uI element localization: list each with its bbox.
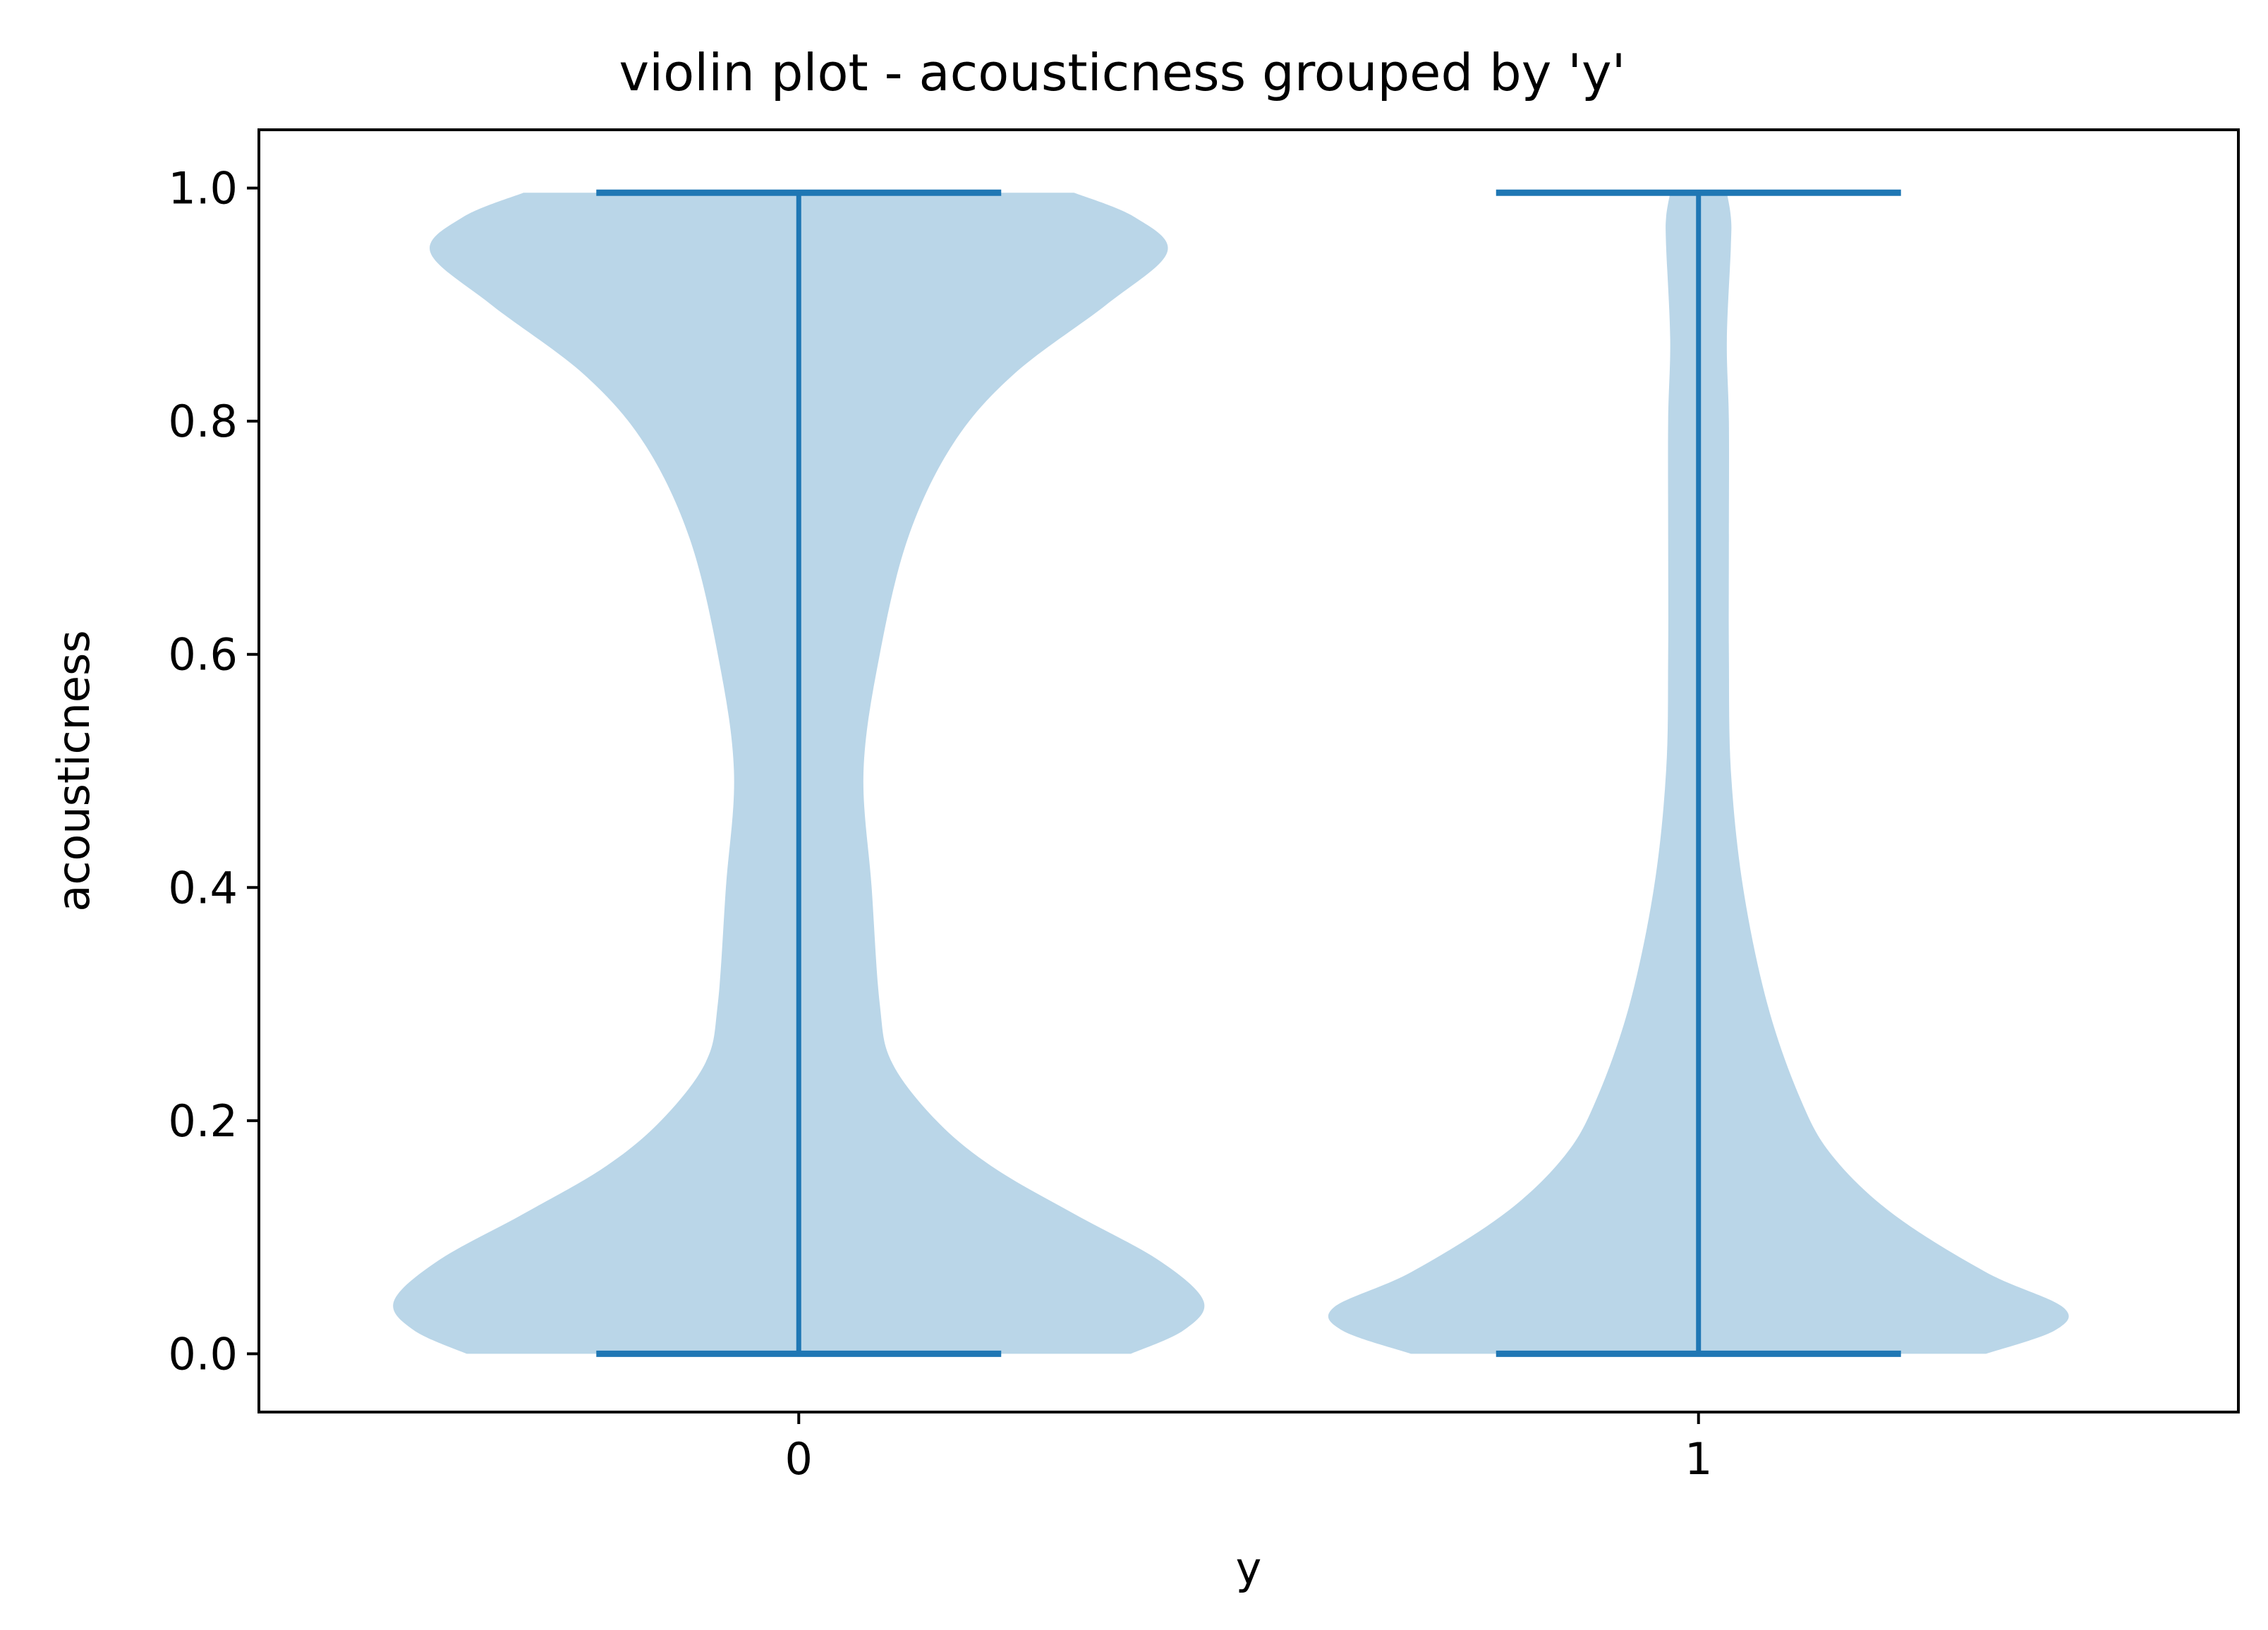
x-tick-label: 0 <box>785 1433 813 1485</box>
y-tick-label: 0.6 <box>168 629 238 681</box>
plot-frame <box>257 128 2240 1413</box>
violins-group <box>393 189 2069 1357</box>
chart-title: violin plot - acousticness grouped by 'y… <box>619 43 1626 102</box>
y-tick-label: 0.0 <box>168 1328 238 1380</box>
y-tick-label: 0.8 <box>168 396 238 447</box>
y-axis-ticks: 0.0 0.2 0.4 0.6 0.8 1.0 <box>168 163 259 1380</box>
x-axis-label: y <box>1236 1543 1262 1594</box>
y-axis-label: acousticness <box>48 630 99 911</box>
y-tick-label: 1.0 <box>168 163 238 214</box>
x-tick-label: 1 <box>1685 1433 1712 1485</box>
y-tick-label: 0.4 <box>168 862 238 913</box>
y-tick-label: 0.2 <box>168 1095 238 1147</box>
